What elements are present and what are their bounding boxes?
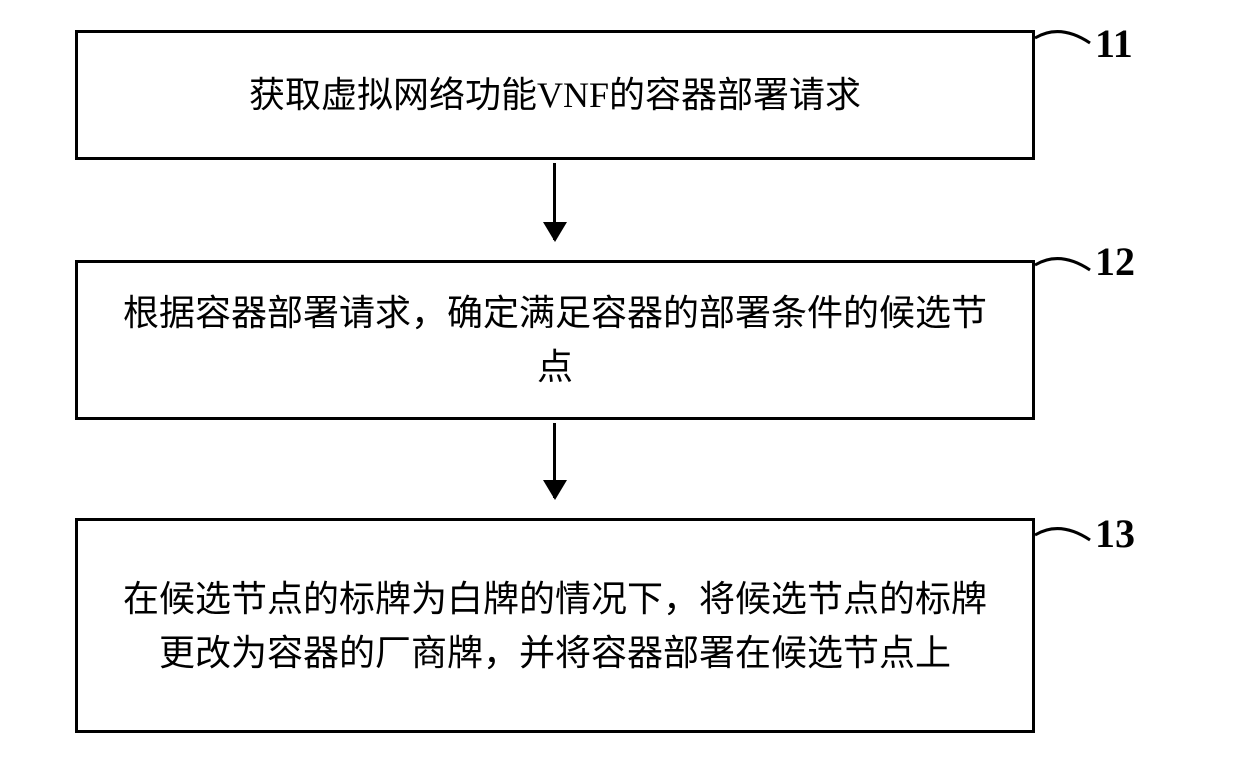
connector-curve-2 [1030, 245, 1100, 295]
node-2-text: 根据容器部署请求，确定满足容器的部署条件的候选节点 [108, 286, 1002, 394]
flow-node-3: 在候选节点的标牌为白牌的情况下，将候选节点的标牌更改为容器的厂商牌，并将容器部署… [75, 518, 1035, 733]
connector-curve-1 [1030, 18, 1100, 68]
node-3-label: 13 [1095, 510, 1135, 557]
flow-node-2: 根据容器部署请求，确定满足容器的部署条件的候选节点 [75, 260, 1035, 420]
node-3-text: 在候选节点的标牌为白牌的情况下，将候选节点的标牌更改为容器的厂商牌，并将容器部署… [108, 572, 1002, 680]
arrow-2-to-3 [553, 423, 556, 498]
arrow-1-to-2 [553, 163, 556, 240]
node-1-text: 获取虚拟网络功能VNF的容器部署请求 [249, 68, 861, 122]
node-2-label: 12 [1095, 238, 1135, 285]
flowchart-container: 获取虚拟网络功能VNF的容器部署请求 11 根据容器部署请求，确定满足容器的部署… [0, 0, 1240, 763]
node-1-label: 11 [1095, 20, 1133, 67]
flow-node-1: 获取虚拟网络功能VNF的容器部署请求 [75, 30, 1035, 160]
connector-curve-3 [1030, 515, 1100, 565]
